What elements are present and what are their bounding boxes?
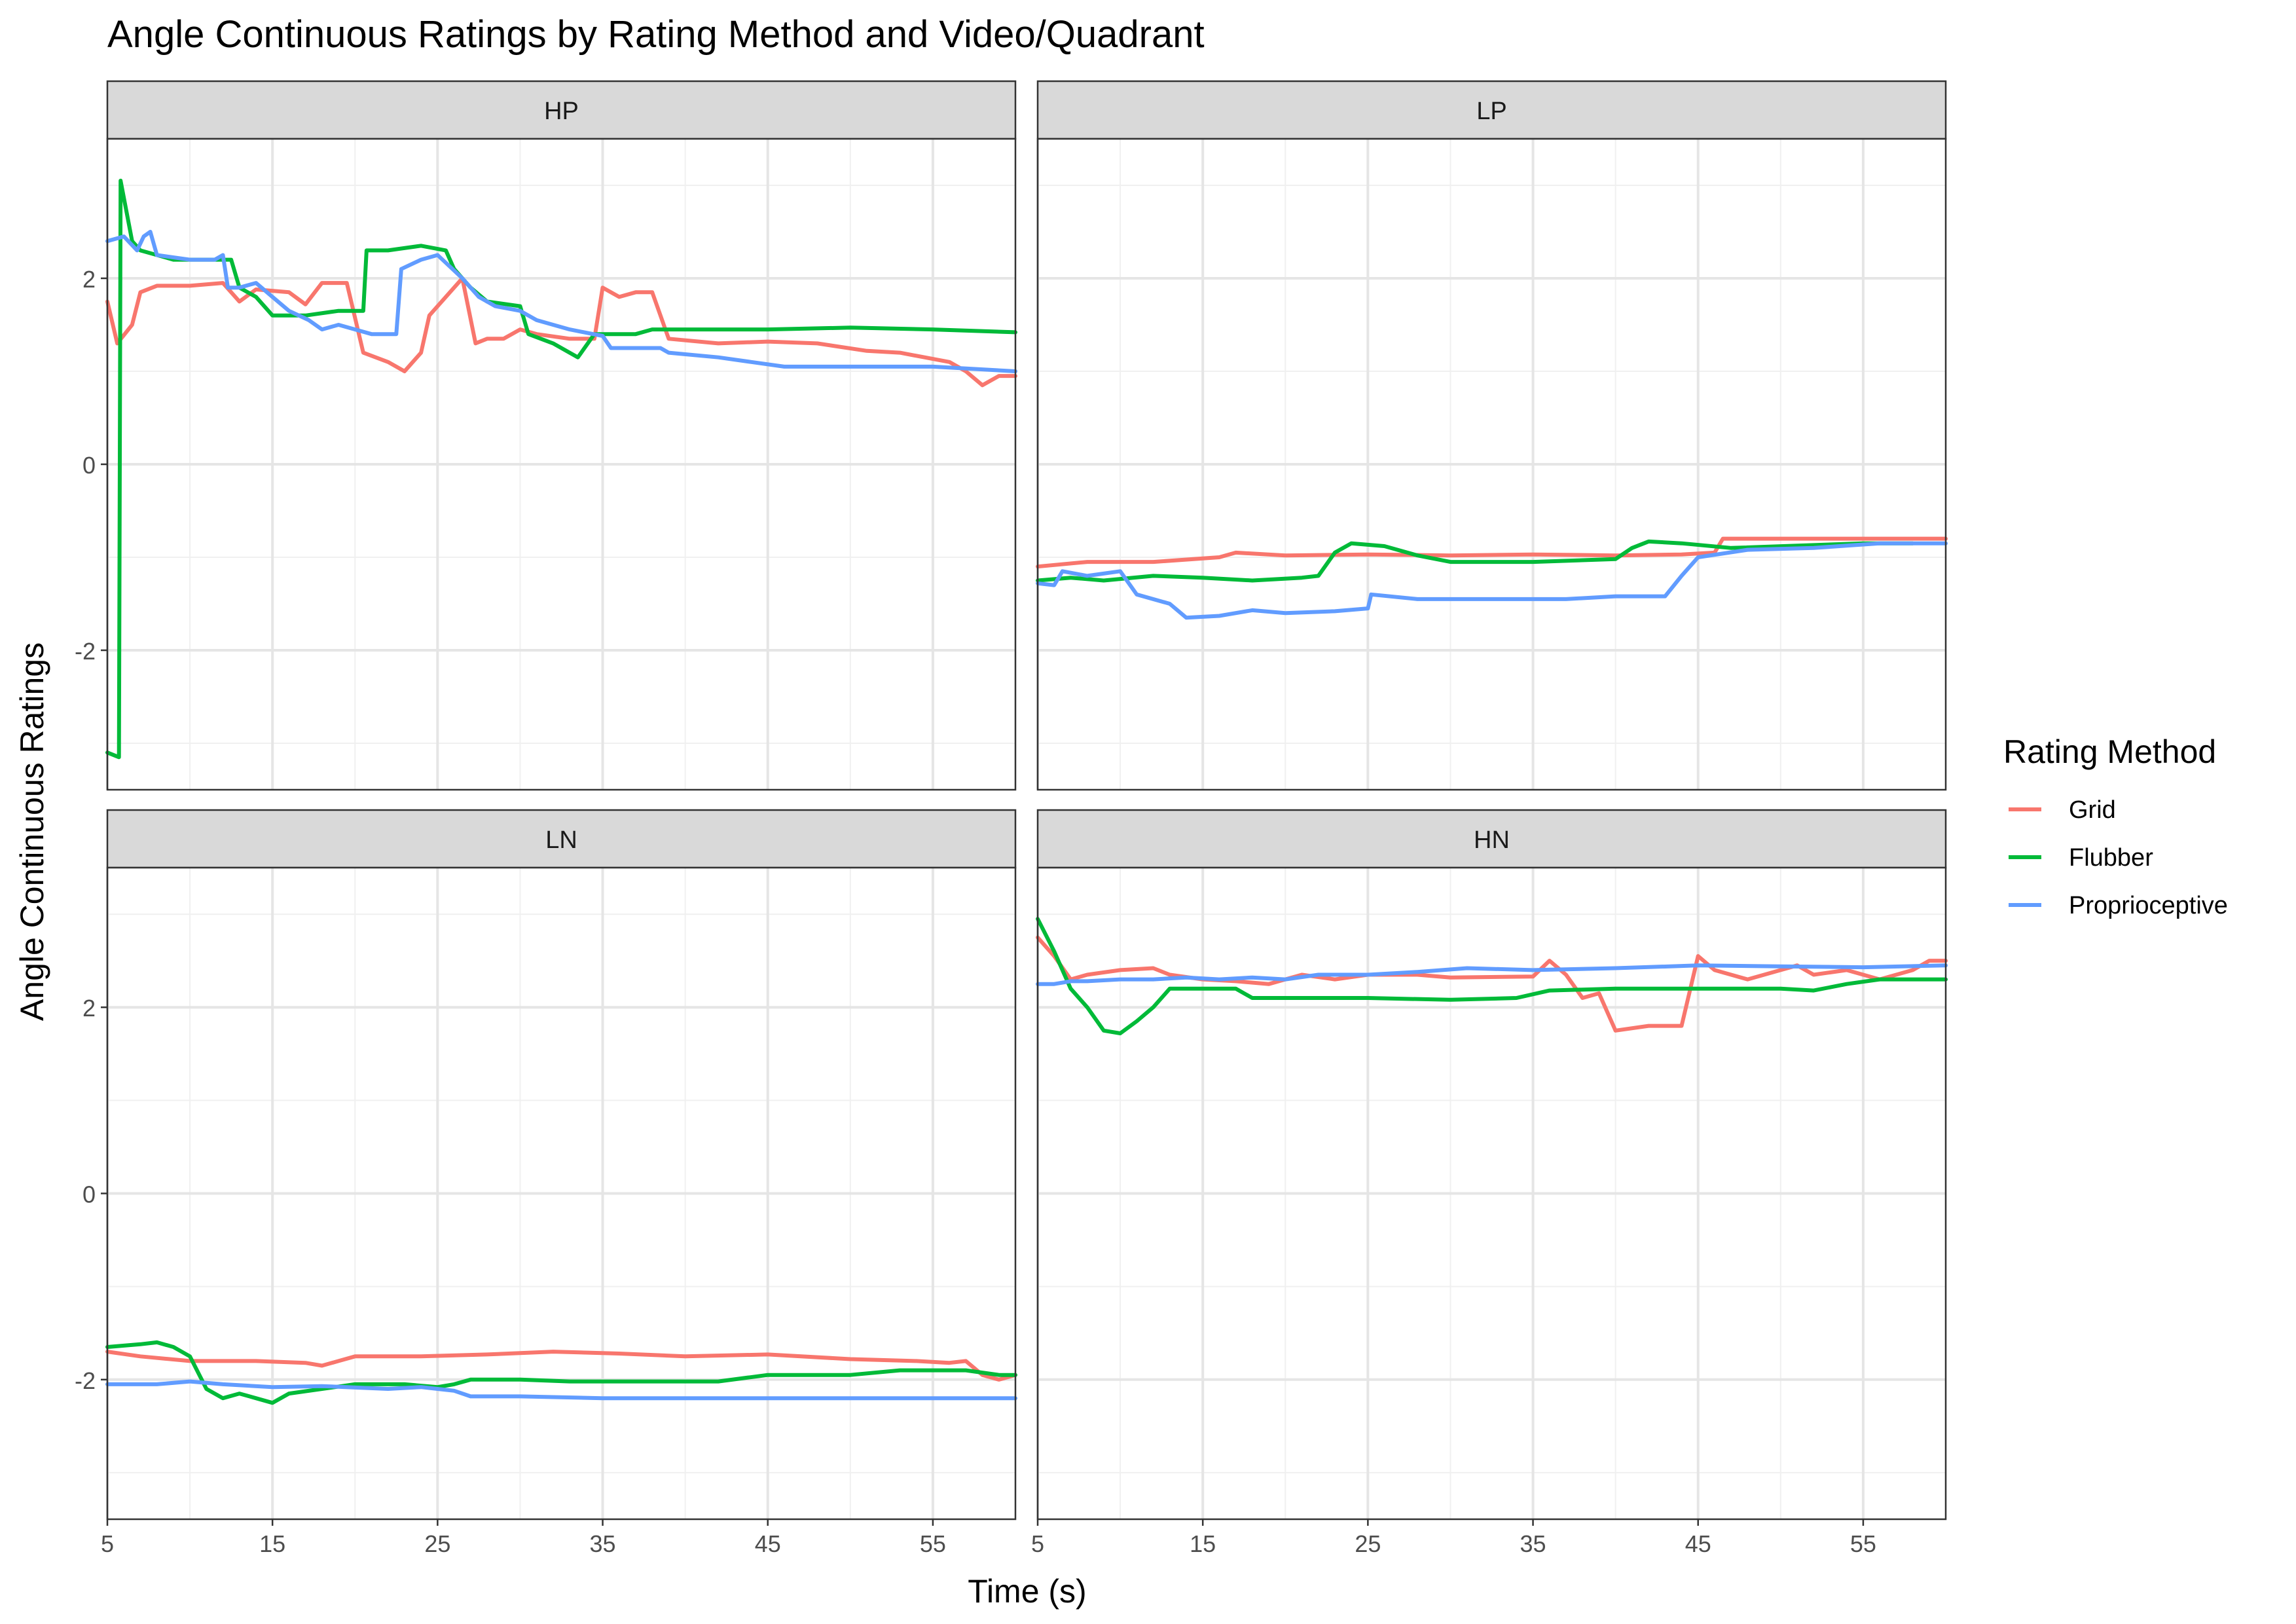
chart-title: Angle Continuous Ratings by Rating Metho…: [107, 13, 1205, 56]
x-tick-label: 35: [590, 1530, 616, 1557]
x-tick-label: 15: [1190, 1530, 1216, 1557]
facet-strip: [1036, 80, 1947, 140]
series-line-flubber: [1036, 917, 1948, 1035]
facet-strip: [1036, 809, 1947, 869]
legend-entry-flubber: Flubber: [2009, 844, 2153, 872]
x-tick-label: 45: [1685, 1530, 1711, 1557]
facet-panel-hn: HN 5 15 25 35 45 55: [1031, 809, 1948, 1557]
facet-strip-label: LN: [545, 826, 577, 854]
y-tick-label: 0: [82, 1181, 96, 1208]
x-tick-label: 55: [1850, 1530, 1876, 1557]
x-tick-label: 15: [259, 1530, 285, 1557]
legend-title: Rating Method: [2003, 733, 2216, 770]
y-tick-label: 2: [82, 995, 96, 1022]
legend: Rating Method Grid Flubber Proprioceptive: [2003, 733, 2228, 919]
series-line-grid: [1036, 536, 1948, 569]
x-tick-label: 35: [1520, 1530, 1546, 1557]
legend-entry-proprioceptive: Proprioceptive: [2009, 892, 2228, 919]
facet-panel-lp: LP: [1036, 80, 1948, 791]
x-tick-label: 25: [424, 1530, 450, 1557]
facet-panel-hp: HP -2 0 2: [75, 80, 1017, 791]
panel-border: [1036, 866, 1947, 1521]
series-line-grid: [105, 276, 1017, 388]
series-line-proprioceptive: [1036, 541, 1948, 620]
facet-strip-label: LP: [1476, 98, 1506, 125]
panel-border: [1036, 138, 1947, 791]
x-tick-label: 5: [1031, 1530, 1044, 1557]
y-tick-label: 0: [82, 452, 96, 479]
facet-strip: [106, 809, 1017, 869]
x-tick-label: 55: [920, 1530, 946, 1557]
x-tick-label: 45: [755, 1530, 781, 1557]
y-tick-label: -2: [75, 1367, 96, 1394]
facet-strip-label: HN: [1474, 826, 1510, 854]
x-tick-label: 5: [101, 1530, 114, 1557]
facet-strip: [106, 80, 1017, 140]
legend-label-proprioceptive: Proprioceptive: [2069, 892, 2228, 919]
legend-entries: Grid Flubber Proprioceptive: [2009, 796, 2228, 919]
series-line-proprioceptive: [105, 1379, 1017, 1401]
y-tick-label: -2: [75, 638, 96, 665]
legend-label-flubber: Flubber: [2069, 844, 2153, 872]
series-line-proprioceptive: [105, 230, 1017, 373]
series-line-proprioceptive: [1036, 963, 1948, 986]
legend-label-grid: Grid: [2069, 796, 2116, 824]
series-line-grid: [105, 1350, 1017, 1382]
x-tick-label: 25: [1355, 1530, 1381, 1557]
y-tick-label: 2: [82, 266, 96, 293]
x-axis-title: Time (s): [968, 1573, 1086, 1610]
y-axis-title: Angle Continuous Ratings: [14, 642, 50, 1021]
facet-strip-label: HP: [544, 98, 579, 125]
series-line-flubber: [1036, 539, 1915, 583]
legend-entry-grid: Grid: [2009, 796, 2116, 824]
